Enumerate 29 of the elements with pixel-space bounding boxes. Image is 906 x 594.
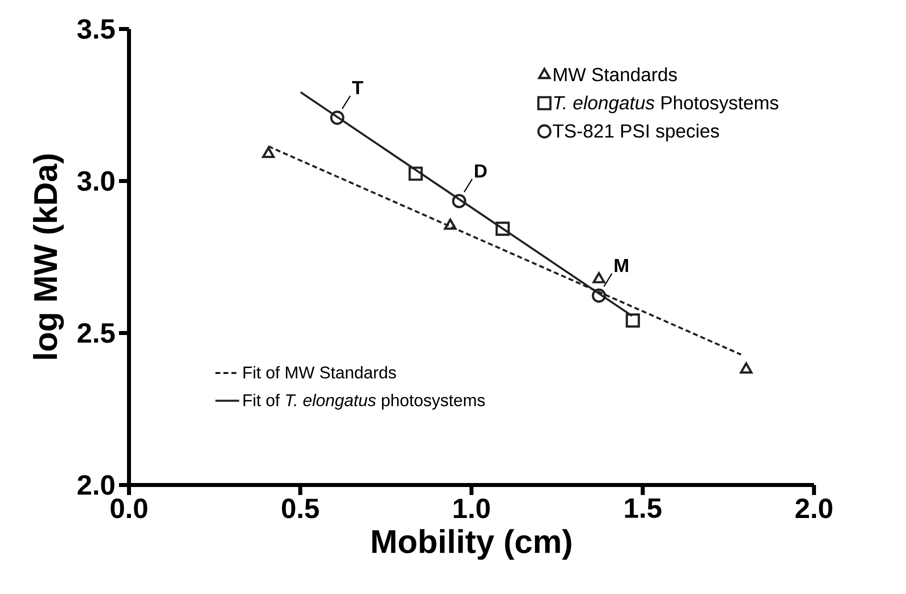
annotation: D xyxy=(475,164,487,178)
y-tick-label: 3.5 xyxy=(77,19,115,39)
x-tick-label: 0.5 xyxy=(282,498,319,518)
x-tick-label: 0.0 xyxy=(110,498,148,518)
point xyxy=(592,288,606,303)
point xyxy=(592,272,606,284)
legend-label: Fit of T. elongatus photosystems xyxy=(244,394,485,410)
annotation: T xyxy=(352,81,364,94)
annotation: M xyxy=(614,258,628,272)
y-tick-label: 2.0 xyxy=(78,475,114,495)
point xyxy=(262,146,275,158)
legend-label: MW Standards xyxy=(554,67,677,82)
legend-label: T. elongatus Photosystems xyxy=(554,96,778,114)
x-tick-label: 1.5 xyxy=(625,498,662,518)
point xyxy=(496,222,510,236)
x-tick-label: 2.0 xyxy=(796,498,832,518)
x-tick-label: 1.0 xyxy=(454,498,490,518)
legend-label: Fit of MW Standards xyxy=(244,366,396,379)
y-tick-label: 3.0 xyxy=(77,171,114,191)
point xyxy=(444,218,457,230)
x-axis-title: Mobility (cm) xyxy=(372,529,572,560)
point xyxy=(330,110,344,125)
legend-label: TS-821 PSI species xyxy=(552,124,719,142)
point xyxy=(452,194,466,208)
point xyxy=(626,313,640,328)
point xyxy=(408,166,423,181)
point xyxy=(740,362,752,374)
y-tick-label: 2.5 xyxy=(78,323,115,343)
y-axis-title: log MW (kDa) xyxy=(33,154,64,359)
